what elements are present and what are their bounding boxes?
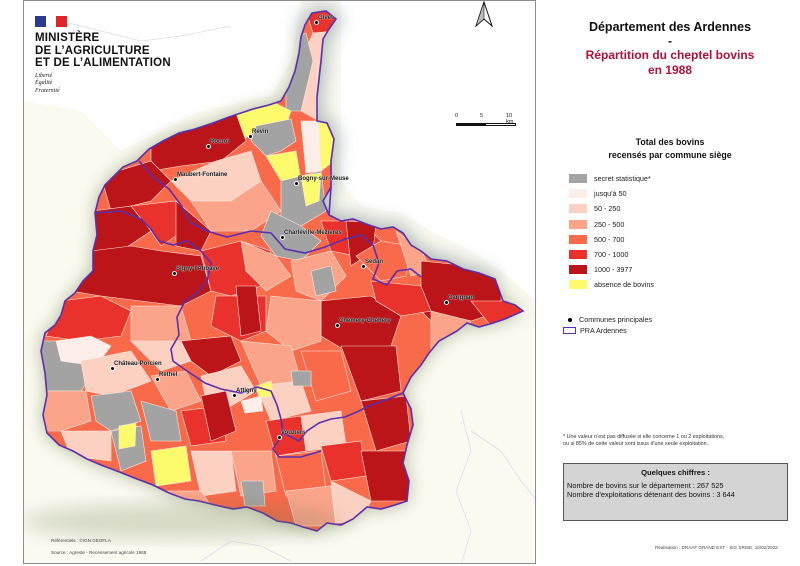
legend-label: 250 - 500 bbox=[594, 219, 625, 229]
title-separator: - bbox=[668, 34, 672, 48]
legend-swatch bbox=[569, 189, 587, 199]
legend-label: 500 - 700 bbox=[594, 234, 625, 244]
motto-fraternite: Fraternité bbox=[35, 87, 60, 94]
city-label: Sedan bbox=[365, 259, 384, 265]
ministry-name-line3: ET DE L’ALIMENTATION bbox=[35, 57, 171, 69]
pra-boundary-icon bbox=[563, 327, 576, 334]
city-label: Maubert-Fontaine bbox=[177, 172, 228, 178]
ministry-logo: MINISTÈRE DE L’AGRICULTURE ET DE L’ALIME… bbox=[35, 16, 215, 95]
legend-swatch bbox=[569, 174, 587, 184]
city-dot-icon[interactable] bbox=[171, 270, 177, 276]
key-figures-title: Quelques chiffres : bbox=[641, 468, 710, 477]
legend-communes-label: Communes principales bbox=[579, 315, 653, 324]
legend-label: 1000 - 3977 bbox=[594, 265, 633, 275]
city-label: Signy-l'Abbaye bbox=[176, 266, 220, 272]
legend-swatch bbox=[569, 234, 587, 244]
legend-item: 250 - 500 bbox=[569, 217, 654, 232]
legend-label: 50 - 250 bbox=[594, 204, 621, 214]
scale-label-10km: 10 km bbox=[506, 113, 514, 125]
city-label: Charleville-Mézières bbox=[284, 230, 342, 236]
french-flag-icon bbox=[35, 16, 68, 27]
legend-item: 1000 - 3977 bbox=[569, 262, 654, 277]
legend-pra: PRA Ardennes bbox=[563, 325, 652, 336]
motto-liberte: Liberté bbox=[35, 72, 53, 79]
key-figure-total-bovins: Nombre de bovins sur le département : 26… bbox=[567, 481, 724, 490]
subtitle-line2: en 1988 bbox=[647, 62, 693, 77]
city-dot-icon[interactable] bbox=[279, 234, 285, 240]
legend-pra-label: PRA Ardennes bbox=[580, 326, 627, 335]
city-dot-icon[interactable] bbox=[231, 392, 237, 398]
city-label: Attigny bbox=[236, 388, 257, 394]
city-dot-icon[interactable] bbox=[334, 322, 340, 328]
realisation-credit: Réalisation : DRAAF GRAND EST - SIG SRIS… bbox=[655, 545, 779, 550]
commune-dot-icon bbox=[568, 317, 572, 322]
city-dot-icon[interactable] bbox=[276, 434, 282, 440]
legend-swatch bbox=[569, 265, 587, 275]
legend-item: absence de bovins bbox=[569, 277, 654, 292]
footnote-line1: * Une valeur n'est pas diffusée si elle … bbox=[563, 434, 725, 440]
credits-source: Source : Agreste - Recensement agricole … bbox=[51, 550, 147, 555]
city-label: Revin bbox=[252, 129, 269, 135]
city-label: Vouziers bbox=[281, 430, 306, 436]
legend-title-line2: recensés par commune siège bbox=[608, 150, 732, 160]
title-department: Département des Ardennes bbox=[588, 20, 752, 34]
ministry-name-line1: MINISTÈRE bbox=[35, 32, 100, 44]
city-label: Givet bbox=[318, 15, 334, 21]
city-label: Rocroi bbox=[210, 139, 230, 145]
city-dot-icon[interactable] bbox=[109, 365, 115, 371]
city-dot-icon[interactable] bbox=[293, 180, 299, 186]
map-title: Département des Ardennes - Répartition d… bbox=[545, 20, 795, 77]
city-label: Bogny-sur-Meuse bbox=[298, 176, 349, 182]
legend-swatch bbox=[569, 280, 587, 290]
subtitle-line1: Répartition du cheptel bovins bbox=[585, 48, 755, 62]
legend-title-line1: Total des bovins bbox=[635, 137, 705, 147]
scale-label-0: 0 bbox=[455, 113, 459, 119]
legend-title: Total des bovins recensés par commune si… bbox=[545, 136, 795, 162]
north-arrow-icon bbox=[475, 1, 493, 27]
legend-label: absence de bovins bbox=[594, 280, 654, 290]
legend-label: secret statistique* bbox=[594, 174, 651, 184]
city-dot-icon[interactable] bbox=[360, 263, 366, 269]
scale-label-5: 5 bbox=[480, 113, 484, 119]
legend-swatch bbox=[569, 250, 587, 260]
city-dot-icon[interactable] bbox=[313, 19, 319, 25]
footnote: * Une valeur n'est pas diffusée si elle … bbox=[563, 434, 724, 448]
scale-bar: 0 5 10 km bbox=[455, 113, 516, 126]
credits-referentiels: Référentiels : ©IGN GEOFLA bbox=[51, 538, 111, 543]
key-figure-exploitations: Nombre d'exploitations détenant des bovi… bbox=[567, 490, 735, 500]
city-dot-icon[interactable] bbox=[247, 133, 253, 139]
map-frame[interactable]: 0 5 10 km Référentiels : ©IGN GEOFLA Sou… bbox=[23, 0, 536, 564]
legend-item: 500 - 700 bbox=[569, 232, 654, 247]
choropleth-map[interactable] bbox=[24, 1, 536, 564]
city-label: Château-Porcien bbox=[114, 361, 162, 367]
legend-swatch bbox=[569, 219, 587, 229]
ministry-name-line2: DE L’AGRICULTURE bbox=[35, 44, 150, 57]
legend-swatch bbox=[569, 204, 587, 214]
footnote-line2: ou si 85% de cette valeur sont issus d'u… bbox=[563, 441, 709, 448]
city-dot-icon[interactable] bbox=[172, 176, 178, 182]
legend-item: 50 - 250 bbox=[569, 201, 654, 216]
legend-item: 700 - 1000 bbox=[569, 247, 654, 262]
legend-item: jusqu'à 50 bbox=[569, 186, 654, 201]
city-dot-icon[interactable] bbox=[205, 143, 211, 149]
legend-item: secret statistique* bbox=[569, 171, 654, 186]
legend-classes: secret statistique* jusqu'à 50 50 - 250 250… bbox=[569, 171, 654, 293]
city-label: Rethel bbox=[159, 372, 178, 378]
city-label: Chémery-Chéhéry bbox=[339, 318, 391, 324]
legend-symbols: Communes principales PRA Ardennes bbox=[563, 314, 652, 336]
city-label: Carignan bbox=[448, 295, 475, 301]
motto-egalite: Égalité bbox=[35, 80, 53, 86]
legend-label: 700 - 1000 bbox=[594, 250, 629, 260]
legend-communes: Communes principales bbox=[563, 314, 652, 325]
legend-label: jusqu'à 50 bbox=[594, 189, 627, 199]
city-dot-icon[interactable] bbox=[443, 299, 449, 305]
key-figures-box: Quelques chiffres : Nombre de bovins sur… bbox=[563, 463, 788, 521]
city-dot-icon[interactable] bbox=[154, 376, 160, 382]
